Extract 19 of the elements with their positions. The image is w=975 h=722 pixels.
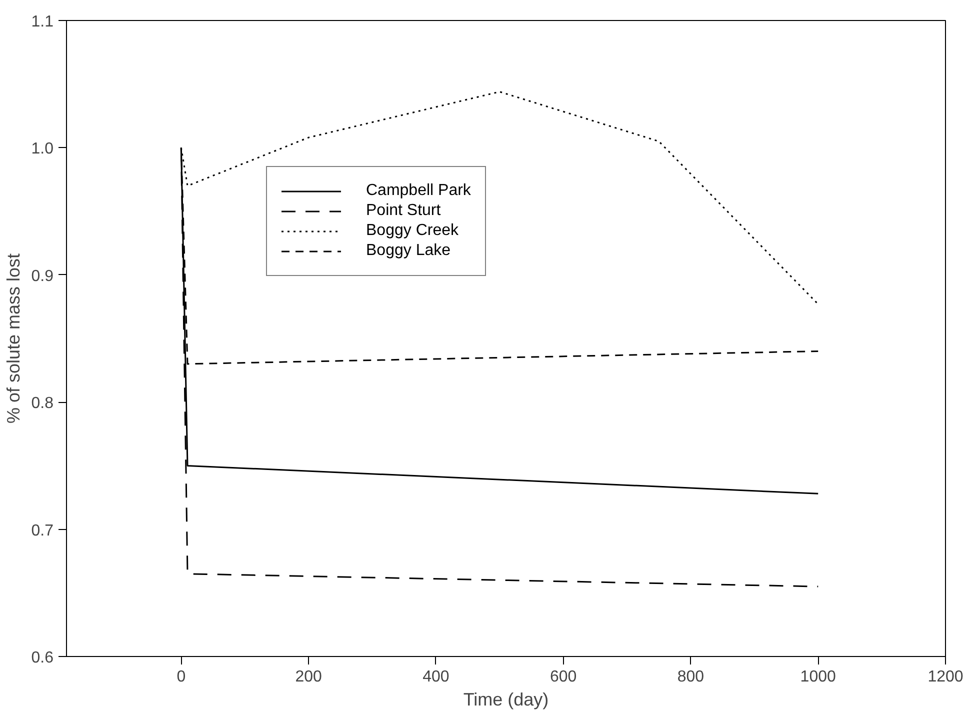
x-tick-label: 0	[176, 668, 186, 686]
y-tick-label: 0.6	[31, 650, 54, 666]
y-axis-title: % of solute mass lost	[3, 253, 24, 424]
x-tick-label: 200	[295, 668, 322, 686]
y-tick-label: 0.9	[31, 268, 54, 285]
legend-label: Campbell Park	[366, 182, 471, 200]
legend-label: Point Sturt	[366, 202, 441, 220]
x-tick-label: 1000	[800, 668, 836, 686]
y-tick-label: 0.7	[31, 522, 54, 540]
x-tick-label: 800	[677, 668, 704, 686]
y-tick-label: 0.8	[31, 395, 54, 412]
x-tick-label: 1200	[928, 668, 964, 686]
x-tick-label: 600	[550, 668, 577, 686]
legend-label: Boggy Creek	[366, 222, 458, 240]
x-tick-label: 400	[422, 668, 450, 686]
x-axis-title: Time (day)	[463, 690, 549, 710]
y-tick-label: 1.1	[31, 14, 54, 30]
legend-label: Boggy Lake	[366, 242, 451, 260]
y-tick-label: 1.0	[31, 140, 54, 158]
